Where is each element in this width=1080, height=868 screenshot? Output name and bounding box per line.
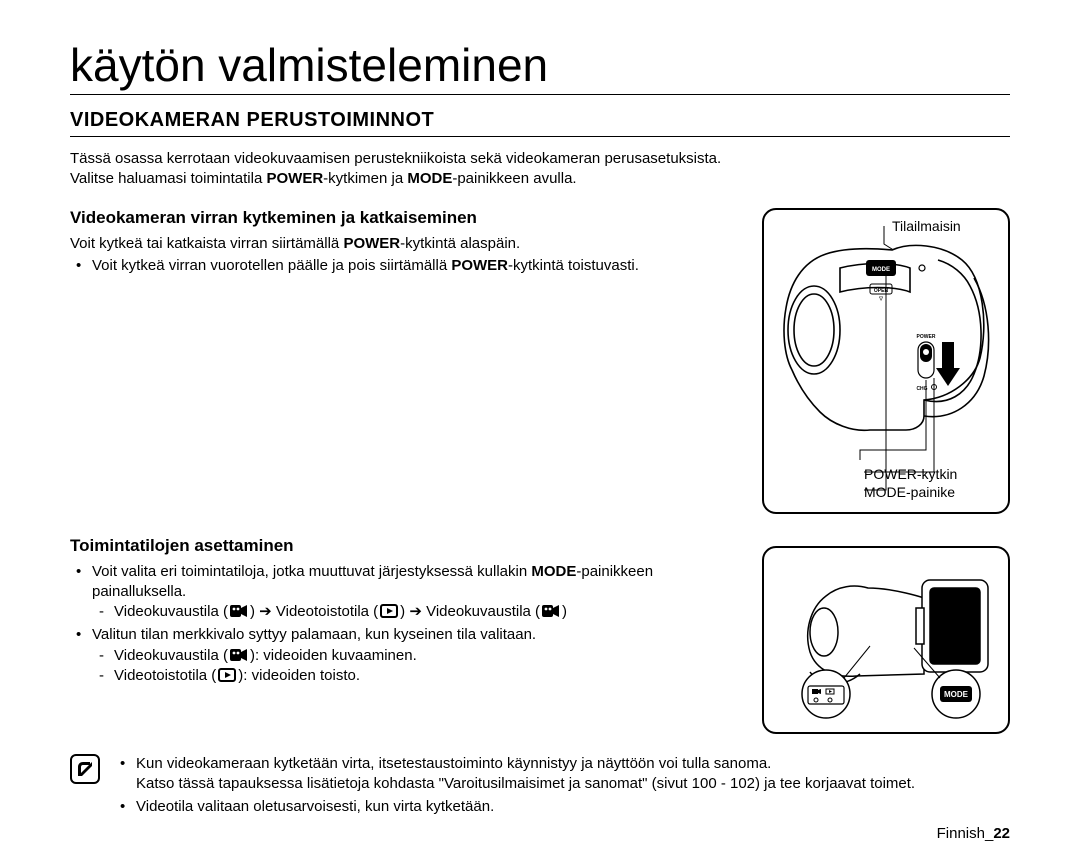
sub2-sub3b: ): videoiden toisto. — [238, 667, 360, 684]
footer-label: Finnish_ — [937, 825, 994, 842]
intro-bold-power: POWER — [266, 170, 323, 187]
record-icon — [230, 604, 248, 618]
page-title: käytön valmisteleminen — [70, 38, 1010, 95]
sub2-bullet-1: Voit valita eri toimintatiloja, jotka mu… — [70, 562, 738, 623]
note-icon — [70, 754, 100, 784]
intro-line2c: -kytkimen ja — [323, 170, 407, 187]
fig1-label-mode: MODE-painike — [864, 484, 955, 500]
sub2-sub2a: Videokuvaustila ( — [114, 647, 228, 664]
section-heading: VIDEOKAMERAN PERUSTOIMINNOT — [70, 109, 1010, 137]
note-bullet-2: Videotila valitaan oletusarvoisesti, kun… — [116, 797, 915, 817]
section-1-row: Videokameran virran kytkeminen ja katkai… — [70, 208, 1010, 514]
arrow-1: ➔ — [259, 603, 272, 620]
fig1-label-power: POWER-kytkin — [864, 466, 957, 482]
sub2-sub1-s3: Videotoistotila ( — [272, 603, 378, 620]
footer-page-number: 22 — [993, 825, 1010, 842]
sub2-b2: Valitun tilan merkkivalo syttyy palamaan… — [92, 626, 536, 643]
sub2-bullet-2: Valitun tilan merkkivalo syttyy palamaan… — [70, 625, 738, 686]
arrow-2: ➔ — [409, 603, 422, 620]
sub2-sub1-s1: Videokuvaustila ( — [114, 603, 228, 620]
note-bullet-1: Kun videokameraan kytketään virta, itset… — [116, 754, 915, 795]
sub2-sub1-s5: Videokuvaustila ( — [422, 603, 540, 620]
fig2-mode-label: MODE — [944, 690, 969, 699]
intro-line2e: -painikkeen avulla. — [452, 170, 576, 187]
record-icon-2 — [542, 604, 560, 618]
camera-open-illustration: MODE — [774, 558, 998, 722]
sub2-sub2b: ): videoiden kuvaaminen. — [250, 647, 417, 664]
sub2-sub1-s2: ) — [250, 603, 259, 620]
section-2-row: Toimintatilojen asettaminen Voit valita … — [70, 536, 1010, 734]
figure-1: Tilailmaisin — [762, 208, 1010, 514]
play-icon-2 — [218, 668, 236, 682]
intro-line2a: Valitse haluamasi toimintatila — [70, 170, 266, 187]
sub1-bullets: Voit kytkeä virran vuorotellen päälle ja… — [70, 256, 738, 276]
sub1-heading: Videokameran virran kytkeminen ja katkai… — [70, 208, 738, 228]
sub2-heading: Toimintatilojen asettaminen — [70, 536, 738, 556]
sub2-bullets: Voit valita eri toimintatiloja, jotka mu… — [70, 562, 738, 687]
note-bullets: Kun videokameraan kytketään virta, itset… — [116, 754, 915, 818]
sub2-sub1-s4: ) — [400, 603, 409, 620]
sub1-bullet-1: Voit kytkeä virran vuorotellen päälle ja… — [70, 256, 738, 276]
sub2-sub3: Videotoistotila ( ): videoiden toisto. — [92, 666, 738, 686]
intro-line1: Tässä osassa kerrotaan videokuvaamisen p… — [70, 150, 721, 167]
sub2-sub1: Videokuvaustila () ➔ Videotoistotila () … — [92, 602, 738, 622]
figure-2: MODE — [762, 546, 1010, 734]
sub1-line1a: Voit kytkeä tai katkaista virran siirtäm… — [70, 235, 343, 252]
sub2-b1b: MODE — [531, 563, 576, 580]
sub2-b1a: Voit valita eri toimintatiloja, jotka mu… — [92, 563, 531, 580]
note-b1-line2: Katso tässä tapauksessa lisätietoja kohd… — [136, 775, 915, 792]
sub1-bullet1a: Voit kytkeä virran vuorotellen päälle ja… — [92, 257, 451, 274]
intro-bold-mode: MODE — [407, 170, 452, 187]
note-b2: Videotila valitaan oletusarvoisesti, kun… — [136, 798, 494, 815]
page-footer: Finnish_22 — [937, 825, 1010, 842]
sub1-bullet1b: POWER — [451, 257, 508, 274]
intro-paragraph: Tässä osassa kerrotaan videokuvaamisen p… — [70, 149, 1010, 190]
sub1-line1: Voit kytkeä tai katkaista virran siirtäm… — [70, 234, 738, 254]
note-b1: Kun videokameraan kytketään virta, itset… — [136, 755, 771, 772]
sub1-bullet1c: -kytkintä toistuvasti. — [508, 257, 639, 274]
sub2-sub2: Videokuvaustila ( ): videoiden kuvaaminen… — [92, 646, 738, 666]
sub1-line1-bold: POWER — [343, 235, 400, 252]
sub1-line1c: -kytkintä alaspäin. — [400, 235, 520, 252]
note-block: Kun videokameraan kytketään virta, itset… — [70, 752, 1010, 821]
sub2-sub3a: Videotoistotila ( — [114, 667, 216, 684]
play-icon — [380, 604, 398, 618]
record-icon-3 — [230, 648, 248, 662]
sub2-sub1-s6: ) — [562, 603, 567, 620]
